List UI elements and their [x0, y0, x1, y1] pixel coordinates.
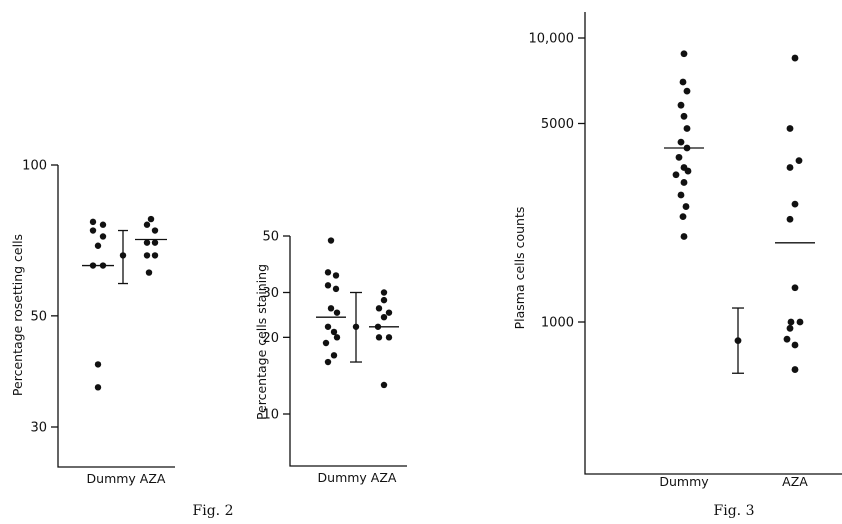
- staining-dummy-point: [332, 285, 340, 293]
- staining-dummy-point: [327, 237, 335, 244]
- rosetting-dummy-point: [94, 242, 102, 249]
- rosetting-aza-point: [151, 227, 159, 234]
- rosetting-aza-point: [151, 252, 159, 259]
- figure-3-caption: Fig. 3: [714, 503, 755, 519]
- rosetting-marks: [82, 215, 167, 391]
- rosetting-aza-point: [143, 221, 151, 228]
- plasma-aza-point: [795, 157, 803, 165]
- staining-ticks: 10 20 30 50: [262, 230, 290, 423]
- rosetting-dummy-point: [89, 227, 97, 234]
- staining-y-tick-label: 20: [262, 331, 279, 346]
- plasma-axis: [584, 12, 842, 475]
- rosetting-aza-point: [143, 252, 151, 259]
- rosetting-dummy-point: [99, 233, 107, 240]
- figure-2-caption: Fig. 2: [193, 503, 234, 519]
- rosetting-x-axis-label: Dummy AZA: [87, 471, 166, 486]
- staining-x-axis-label: Dummy AZA: [318, 470, 397, 485]
- plasma-x-axis-label-aza: AZA: [782, 474, 808, 489]
- plasma-aza-point: [796, 318, 804, 326]
- staining-dummy-point: [322, 339, 330, 347]
- plasma-dummy-point: [680, 179, 688, 186]
- plasma-dummy-point: [679, 213, 687, 221]
- plasma-panel: Plasma cells counts Dummy AZA 1000500010…: [512, 12, 842, 489]
- staining-aza-point: [375, 334, 383, 341]
- plasma-aza-point: [786, 215, 794, 223]
- plasma-aza-point: [791, 200, 799, 208]
- rosetting-dummy-point: [89, 218, 97, 226]
- plasma-y-tick-label: 5000: [541, 117, 574, 132]
- plasma-aza-point: [786, 324, 794, 332]
- plasma-aza-point: [791, 54, 799, 62]
- plasma-y-tick-label: 10,000: [529, 32, 575, 47]
- plasma-summary-point: [734, 337, 742, 345]
- rosetting-y-tick-label: 30: [30, 421, 47, 436]
- plasma-y-tick-label: 1000: [541, 316, 574, 331]
- rosetting-dummy-point: [99, 221, 107, 228]
- rosetting-y-axis-title: Percentage rosetting cells: [10, 234, 25, 396]
- staining-axis: [289, 236, 407, 467]
- plasma-aza-point: [791, 341, 799, 349]
- plasma-dummy-point: [682, 203, 690, 210]
- staining-y-axis-title: Percentage cells staining: [254, 264, 269, 420]
- plasma-aza-point: [787, 318, 795, 326]
- rosetting-aza-point: [147, 215, 155, 223]
- plasma-ticks: 1000 5000 10,000: [529, 32, 585, 331]
- plasma-dummy-point: [677, 101, 685, 109]
- staining-dummy-point: [324, 358, 332, 366]
- staining-aza-point: [385, 334, 393, 341]
- plasma-aza-point: [786, 125, 794, 132]
- plasma-dummy-point: [680, 50, 688, 58]
- staining-aza-point: [380, 313, 388, 321]
- rosetting-axis: [57, 165, 175, 468]
- rosetting-y-tick-label: 100: [22, 159, 47, 174]
- plasma-dummy-point: [677, 138, 685, 146]
- rosetting-aza-point: [143, 239, 151, 246]
- staining-dummy-point: [332, 272, 340, 279]
- staining-y-tick-label: 30: [262, 286, 279, 301]
- plasma-dummy-point: [684, 167, 692, 175]
- rosetting-dummy-point: [94, 361, 102, 368]
- staining-aza-point: [380, 296, 388, 304]
- rosetting-y-tick-label: 50: [30, 309, 47, 324]
- plasma-dummy-point: [680, 233, 688, 240]
- staining-aza-point: [380, 381, 388, 389]
- staining-dummy-point: [324, 323, 332, 330]
- staining-marks: [316, 237, 399, 389]
- plasma-dummy-point: [680, 112, 688, 120]
- rosetting-ticks: 30 50 100: [22, 159, 58, 436]
- staining-y-tick-label: 10: [262, 408, 279, 423]
- plasma-x-axis-label-dummy: Dummy: [659, 474, 709, 489]
- plasma-dummy-point: [679, 78, 687, 86]
- staining-summary-point: [352, 323, 360, 330]
- rosetting-aza-point: [151, 239, 159, 246]
- plasma-dummy-point: [683, 87, 691, 95]
- plasma-dummy-point: [677, 191, 685, 199]
- staining-dummy-point: [330, 328, 338, 336]
- staining-aza-point: [380, 289, 388, 296]
- staining-dummy-point: [324, 269, 332, 276]
- rosetting-panel: Percentage rosetting cells Dummy AZA 30 5…: [10, 159, 175, 486]
- staining-dummy-point: [333, 334, 341, 341]
- plasma-dummy-point: [683, 125, 691, 132]
- staining-y-tick-label: 50: [262, 230, 279, 245]
- plasma-aza-point: [786, 164, 794, 171]
- plasma-dummy-point: [672, 171, 680, 179]
- staining-dummy-point: [324, 282, 332, 289]
- plasma-y-axis-title: Plasma cells counts: [512, 207, 527, 330]
- plasma-marks: [664, 50, 815, 374]
- rosetting-dummy-point: [94, 384, 102, 391]
- staining-dummy-point: [333, 309, 341, 316]
- staining-panel: Percentage cells staining Dummy AZA 10 20…: [254, 230, 407, 485]
- plasma-aza-point: [791, 366, 799, 373]
- staining-dummy-point: [327, 305, 335, 312]
- plasma-dummy-point: [675, 153, 683, 161]
- staining-dummy-point: [330, 352, 338, 359]
- plasma-aza-point: [791, 284, 799, 292]
- staining-aza-point: [385, 309, 393, 316]
- rosetting-summary-point: [119, 252, 127, 259]
- plasma-aza-point: [783, 335, 791, 343]
- staining-aza-point: [375, 305, 383, 312]
- rosetting-aza-point: [145, 269, 153, 276]
